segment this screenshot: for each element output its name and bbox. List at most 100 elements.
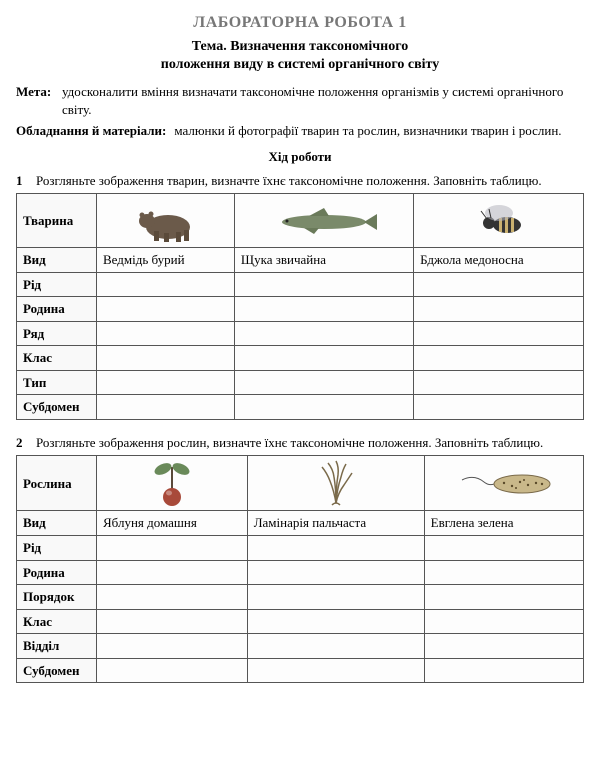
empty-cell[interactable] xyxy=(234,321,413,346)
species-cell: Ламінарія пальчаста xyxy=(247,511,424,536)
kelp-icon xyxy=(306,459,366,507)
row-label: Субдомен xyxy=(17,395,97,420)
row-label: Тип xyxy=(17,370,97,395)
equipment-text: малюнки й фотографії тварин та рослин, в… xyxy=(174,122,584,140)
empty-cell[interactable] xyxy=(414,395,584,420)
animals-header-cell: Тварина xyxy=(17,194,97,248)
empty-cell[interactable] xyxy=(97,370,235,395)
empty-cell[interactable] xyxy=(414,346,584,371)
empty-cell[interactable] xyxy=(247,658,424,683)
empty-cell[interactable] xyxy=(234,395,413,420)
row-label: Ряд xyxy=(17,321,97,346)
procedure-heading: Хід роботи xyxy=(16,148,584,166)
species-cell: Бджола медоносна xyxy=(414,248,584,273)
table-row: Родина xyxy=(17,297,584,322)
empty-cell[interactable] xyxy=(414,297,584,322)
row-label: Порядок xyxy=(17,585,97,610)
table-row: Відділ xyxy=(17,634,584,659)
task-2-text: Розгляньте зображення рослин, визначте ї… xyxy=(36,434,584,452)
table-row: Субдомен xyxy=(17,395,584,420)
empty-cell[interactable] xyxy=(97,560,248,585)
empty-cell[interactable] xyxy=(97,634,248,659)
empty-cell[interactable] xyxy=(424,560,583,585)
task-1: 1 Розгляньте зображення тварин, визначте… xyxy=(16,172,584,190)
empty-cell[interactable] xyxy=(97,321,235,346)
table-row: Рід xyxy=(17,536,584,561)
topic-prefix: Тема. xyxy=(192,39,230,54)
empty-cell[interactable] xyxy=(424,634,583,659)
species-cell: Ведмідь бурий xyxy=(97,248,235,273)
equipment-label: Обладнання й матеріали: xyxy=(16,122,166,140)
table-row: Порядок xyxy=(17,585,584,610)
task-1-text: Розгляньте зображення тварин, визначте ї… xyxy=(36,172,584,190)
row-label: Вид xyxy=(17,248,97,273)
empty-cell[interactable] xyxy=(414,272,584,297)
table-row: Ряд xyxy=(17,321,584,346)
table-row: Клас xyxy=(17,346,584,371)
row-label: Рід xyxy=(17,272,97,297)
empty-cell[interactable] xyxy=(247,536,424,561)
kelp-image-cell xyxy=(247,456,424,511)
bear-icon xyxy=(130,199,200,243)
animals-table: Тварина xyxy=(16,193,584,420)
empty-cell[interactable] xyxy=(234,346,413,371)
row-label: Рід xyxy=(17,536,97,561)
task-2: 2 Розгляньте зображення рослин, визначте… xyxy=(16,434,584,452)
equipment-row: Обладнання й матеріали: малюнки й фотогр… xyxy=(16,122,584,140)
empty-cell[interactable] xyxy=(97,658,248,683)
row-label: Родина xyxy=(17,297,97,322)
topic-heading: Тема. Визначення таксономічного положенн… xyxy=(16,38,584,76)
row-label: Відділ xyxy=(17,634,97,659)
row-label: Вид xyxy=(17,511,97,536)
empty-cell[interactable] xyxy=(414,370,584,395)
apple-icon xyxy=(147,459,197,507)
empty-cell[interactable] xyxy=(97,609,248,634)
bee-icon xyxy=(469,201,529,241)
empty-cell[interactable] xyxy=(247,585,424,610)
apple-image-cell xyxy=(97,456,248,511)
empty-cell[interactable] xyxy=(414,321,584,346)
table-row: Вид Яблуня домашня Ламінарія пальчаста Е… xyxy=(17,511,584,536)
empty-cell[interactable] xyxy=(97,346,235,371)
table-row: Тип xyxy=(17,370,584,395)
fish-icon xyxy=(269,206,379,236)
table-row: Тварина xyxy=(17,194,584,248)
row-label: Клас xyxy=(17,346,97,371)
empty-cell[interactable] xyxy=(424,536,583,561)
species-cell: Щука звичайна xyxy=(234,248,413,273)
table-row: Вид Ведмідь бурий Щука звичайна Бджола м… xyxy=(17,248,584,273)
topic-line-1: Визначення таксономічного xyxy=(230,39,408,54)
table-row: Родина xyxy=(17,560,584,585)
empty-cell[interactable] xyxy=(97,272,235,297)
table-row: Рослина xyxy=(17,456,584,511)
species-cell: Яблуня домашня xyxy=(97,511,248,536)
empty-cell[interactable] xyxy=(97,297,235,322)
empty-cell[interactable] xyxy=(247,609,424,634)
empty-cell[interactable] xyxy=(234,370,413,395)
row-label: Субдомен xyxy=(17,658,97,683)
empty-cell[interactable] xyxy=(424,658,583,683)
empty-cell[interactable] xyxy=(97,585,248,610)
empty-cell[interactable] xyxy=(234,272,413,297)
empty-cell[interactable] xyxy=(424,585,583,610)
empty-cell[interactable] xyxy=(97,536,248,561)
empty-cell[interactable] xyxy=(424,609,583,634)
table-row: Клас xyxy=(17,609,584,634)
species-cell: Евглена зелена xyxy=(424,511,583,536)
topic-line-2: положення виду в системі органічного сві… xyxy=(161,57,439,72)
empty-cell[interactable] xyxy=(234,297,413,322)
empty-cell[interactable] xyxy=(247,560,424,585)
empty-cell[interactable] xyxy=(247,634,424,659)
goal-row: Мета: удосконалити вміння визначати такс… xyxy=(16,83,584,118)
bee-image-cell xyxy=(414,194,584,248)
fish-image-cell xyxy=(234,194,413,248)
task-1-num: 1 xyxy=(16,172,36,190)
lab-title: ЛАБОРАТОРНА РОБОТА 1 xyxy=(16,12,584,34)
table-row: Рід xyxy=(17,272,584,297)
table-row: Субдомен xyxy=(17,658,584,683)
goal-text: удосконалити вміння визначати таксономіч… xyxy=(62,83,584,118)
goal-label: Мета: xyxy=(16,83,54,118)
euglena-image-cell xyxy=(424,456,583,511)
empty-cell[interactable] xyxy=(97,395,235,420)
row-label: Клас xyxy=(17,609,97,634)
